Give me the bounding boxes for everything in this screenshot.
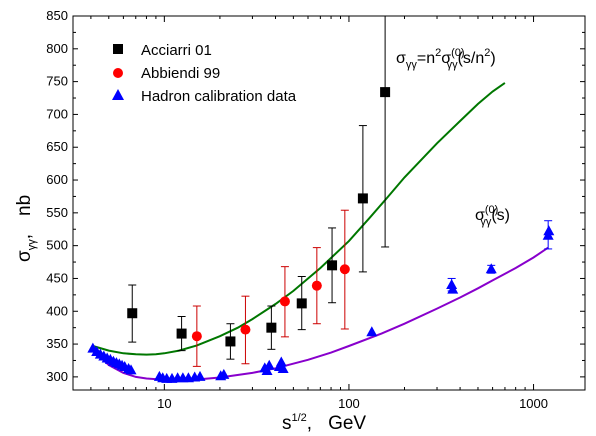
- hadron-point: [261, 364, 273, 375]
- y-tick-label: 600: [46, 172, 68, 187]
- acciarri-point: [380, 87, 391, 98]
- y-tick-label: 450: [46, 270, 68, 285]
- hadron-point: [218, 368, 230, 379]
- acciarri-point: [266, 322, 277, 333]
- fit-curves: [92, 82, 549, 382]
- green-curve-annotation: σγγ=n2σ(0) γγ(s/n2): [396, 47, 496, 71]
- y-tick-label: 500: [46, 238, 68, 253]
- acciarri-point: [127, 308, 138, 319]
- legend-label-abbiendi: Abbiendi 99: [141, 65, 220, 82]
- acciarri-point: [327, 260, 338, 271]
- abbiendi-point: [240, 324, 251, 335]
- data-marks: [87, 15, 555, 383]
- legend-label-hadron: Hadron calibration data: [141, 88, 297, 105]
- y-tick-label: 850: [46, 8, 68, 23]
- green-scaled-curve: [92, 82, 506, 356]
- legend-marker-hadron: [112, 89, 124, 100]
- y-tick-label: 700: [46, 106, 68, 121]
- y-tick-label: 800: [46, 41, 68, 56]
- hadron-point: [366, 326, 378, 337]
- acciarri-point: [357, 193, 368, 204]
- y-axis-title: σγγ,nb: [14, 195, 38, 262]
- abbiendi-point: [191, 331, 202, 342]
- axes: 300 350 400 450 500 550 600 650 700 750 800 850 10 10…: [46, 8, 586, 411]
- hadron-point: [543, 225, 555, 236]
- acciarri-point: [296, 298, 307, 309]
- hadron-point: [125, 364, 137, 375]
- hadron-point: [485, 263, 497, 274]
- hadron-point: [447, 283, 459, 294]
- purple-base-curve: [92, 246, 549, 382]
- acciarri-point: [176, 328, 187, 339]
- hadron-point: [446, 279, 458, 290]
- y-tick-label: 550: [46, 205, 68, 220]
- x-tick-label: 1000: [519, 396, 548, 411]
- legend-marker-abbiendi: [113, 68, 123, 78]
- y-tick-label: 400: [46, 303, 68, 318]
- y-tick-label: 300: [46, 369, 68, 384]
- acciarri-point: [225, 336, 236, 347]
- legend-label-acciarri: Acciarri 01: [141, 42, 212, 59]
- abbiendi-point: [339, 264, 350, 275]
- plot-frame: [72, 15, 586, 391]
- hadron-point: [263, 359, 275, 370]
- x-axis-title: s1/2, GeV: [282, 412, 366, 434]
- x-tick-label: 10: [157, 396, 171, 411]
- hadron-point: [275, 356, 287, 367]
- legend: Acciarri 01 Abbiendi 99 Hadron calibrati…: [112, 42, 297, 105]
- hadron-point: [277, 363, 289, 374]
- y-tick-label: 350: [46, 336, 68, 351]
- purple-curve-annotation: σ(0) γγ(s): [475, 204, 510, 228]
- hadron-point: [194, 370, 206, 381]
- abbiendi-point: [311, 280, 322, 291]
- x-tick-label: 100: [338, 396, 360, 411]
- legend-marker-acciarri: [113, 44, 123, 54]
- y-tick-label: 650: [46, 139, 68, 154]
- abbiendi-point: [279, 296, 290, 307]
- y-tick-label: 750: [46, 74, 68, 89]
